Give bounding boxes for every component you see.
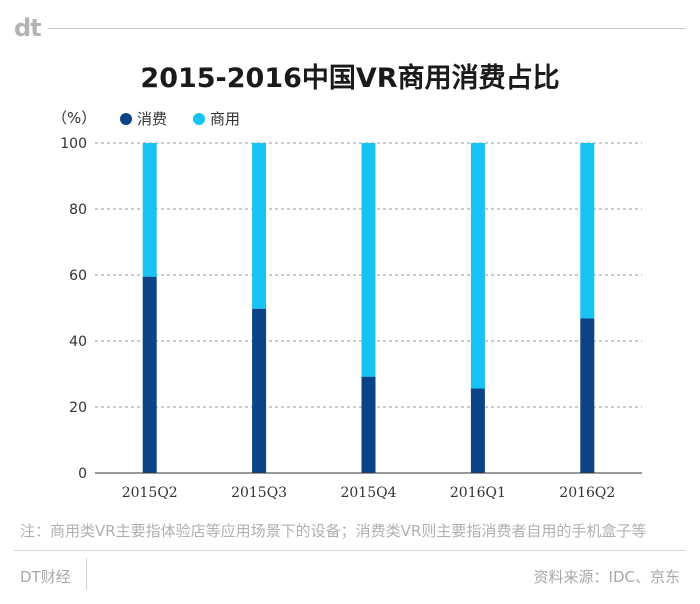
bar-segment-commercial	[580, 143, 595, 319]
x-tick-label: 2016Q1	[450, 485, 506, 501]
y-tick-label: 40	[69, 334, 87, 350]
brand-logo: dt	[14, 14, 42, 42]
x-tick-label: 2015Q4	[340, 485, 396, 501]
bar-segment-consumer	[470, 388, 485, 473]
x-tick-label: 2015Q2	[122, 485, 178, 501]
y-tick-label: 20	[69, 400, 87, 416]
bar-segment-consumer	[142, 276, 157, 473]
bar-segment-commercial	[470, 143, 485, 389]
legend-item-commercial: 商用	[193, 108, 240, 129]
bar-segment-consumer	[361, 376, 376, 473]
x-tick-label: 2016Q2	[559, 485, 615, 501]
bar-segment-commercial	[142, 143, 157, 277]
footnote: 注：商用类VR主要指体验店等应用场景下的设备；消费类VR则主要指消费者自用的手机…	[20, 522, 647, 540]
chart-title: 2015-2016中国VR商用消费占比	[140, 63, 560, 94]
legend: 消费 商用	[120, 108, 240, 129]
legend-label-consumer: 消费	[137, 110, 168, 128]
y-tick-label: 100	[60, 136, 87, 152]
legend-item-consumer: 消费	[120, 108, 167, 129]
data-source: 资料来源：IDC、京东	[533, 568, 680, 586]
legend-swatch-commercial	[193, 112, 206, 125]
y-axis-unit: （%）	[52, 109, 97, 127]
x-tick-label: 2015Q3	[231, 485, 287, 501]
y-tick-label: 60	[69, 268, 87, 284]
bar-segment-commercial	[361, 143, 376, 377]
top-divider	[48, 28, 686, 29]
bar-segment-consumer	[252, 308, 267, 473]
y-tick-label: 80	[69, 202, 87, 218]
legend-label-commercial: 商用	[210, 110, 241, 128]
stacked-bar-chart: 0 20 40 60 80 100 2015Q2 2015Q3 2015Q4 2016Q1 2016…	[60, 136, 642, 501]
bar-segment-commercial	[252, 143, 267, 309]
footer-divider	[14, 550, 686, 551]
footer-brand-separator	[86, 558, 87, 590]
footer-brand: DT财经	[20, 568, 71, 586]
y-tick-label: 0	[78, 466, 87, 482]
bar-segment-consumer	[580, 318, 595, 473]
legend-swatch-consumer	[120, 112, 132, 125]
